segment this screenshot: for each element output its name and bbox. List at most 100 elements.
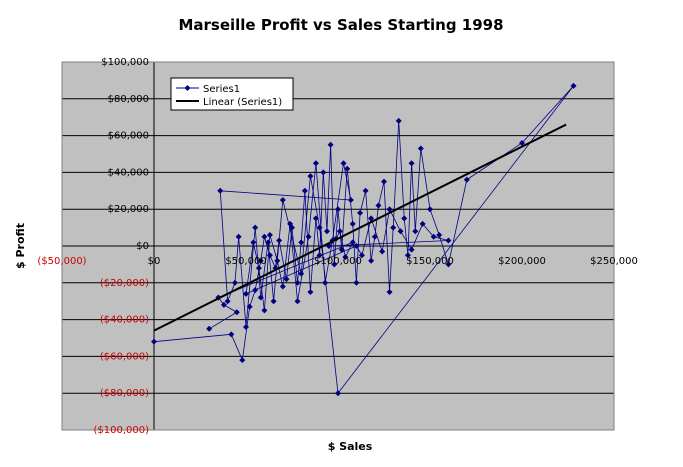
series1-point xyxy=(294,279,301,286)
series1-segment xyxy=(370,236,376,261)
series1-point xyxy=(368,215,375,222)
series1-segment xyxy=(208,311,238,330)
series1-point xyxy=(274,257,281,264)
series1-point xyxy=(349,239,356,246)
series1-segment xyxy=(411,163,416,232)
x-tick-label: $250,000 xyxy=(590,256,638,267)
series1-point xyxy=(224,298,231,305)
y-tick-label: ($80,000) xyxy=(100,388,149,399)
series1-point xyxy=(342,254,349,261)
series1-segment xyxy=(343,163,352,201)
series1-point xyxy=(381,178,387,185)
series1-point xyxy=(412,228,419,235)
plot-area-border xyxy=(61,61,615,431)
legend-trend-label: Linear (Series1) xyxy=(203,97,282,108)
series1-point xyxy=(379,248,386,255)
series1-segment xyxy=(411,223,424,250)
y-tick-label: ($100,000) xyxy=(93,425,149,436)
series1-point xyxy=(233,309,240,316)
series1-point xyxy=(445,261,452,268)
series1-segment xyxy=(324,240,333,283)
series1-point xyxy=(220,301,227,308)
y-tick-label: ($40,000) xyxy=(100,315,149,326)
series1-point xyxy=(279,197,286,203)
x-tick-labels: ($50,000) $0 $50,000 $100,000 $150,000 $200,0… xyxy=(37,256,637,267)
series1-segment xyxy=(223,304,237,313)
series1-point xyxy=(335,390,341,397)
series1-segment xyxy=(328,240,449,247)
series1-segment xyxy=(422,223,434,238)
series1-segment xyxy=(310,218,317,293)
series1-point xyxy=(265,239,272,246)
series1-segment xyxy=(326,144,332,232)
series1-point xyxy=(430,233,437,240)
x-tick-label: $150,000 xyxy=(406,256,454,267)
series1-segment xyxy=(238,236,247,327)
series1-point xyxy=(390,224,397,231)
series1-point xyxy=(235,233,242,240)
series1-segment xyxy=(269,234,278,261)
series1-point xyxy=(316,224,323,231)
series1-point xyxy=(279,283,286,290)
series1-point xyxy=(252,224,259,231)
series1-point xyxy=(331,261,338,268)
series1-segment xyxy=(389,227,394,293)
series1-segment xyxy=(260,236,265,261)
series1-segment xyxy=(282,199,302,274)
series1-point xyxy=(404,252,411,259)
legend-series1-marker xyxy=(184,85,191,91)
y-tick-label: ($20,000) xyxy=(100,278,149,289)
series1-segment xyxy=(322,172,328,232)
series1-point xyxy=(217,187,224,194)
series1-point xyxy=(417,145,424,152)
chart-title: Marseille Profit vs Sales Starting 1998 xyxy=(178,16,503,34)
series1-point xyxy=(316,252,323,259)
series1-point xyxy=(246,303,253,310)
series1-point xyxy=(570,82,577,89)
series1-point xyxy=(519,139,525,146)
series1-point xyxy=(294,298,301,305)
series1-point xyxy=(307,289,314,295)
series1-segment xyxy=(260,242,269,298)
series1-point xyxy=(266,252,273,259)
series1-point xyxy=(353,243,360,249)
series1-point xyxy=(344,165,351,172)
y-tick-label: $80,000 xyxy=(108,94,149,105)
series1-segment xyxy=(282,223,291,287)
series1-point xyxy=(436,231,443,238)
y-tick-label: $40,000 xyxy=(108,167,149,178)
series1-point xyxy=(386,289,393,295)
series1-point xyxy=(312,215,319,222)
series1-segment xyxy=(319,172,324,256)
series1-point xyxy=(371,233,378,240)
series1-point xyxy=(395,117,402,124)
series1-point xyxy=(357,209,364,216)
x-tick-label: $50,000 xyxy=(225,256,266,267)
series1-segment xyxy=(249,290,256,307)
series1-segment xyxy=(289,223,298,302)
series1-segment xyxy=(254,260,262,291)
series1-segment xyxy=(339,231,346,258)
y-tick-label: $60,000 xyxy=(108,131,149,142)
series1-point xyxy=(335,206,341,213)
series1-segment xyxy=(398,120,405,219)
series1-segment xyxy=(403,218,409,256)
x-tick-label: ($50,000) xyxy=(37,256,86,267)
series1-segment xyxy=(297,242,302,283)
series1-segment xyxy=(276,260,284,287)
series1-segment xyxy=(330,144,335,265)
series1-segment xyxy=(359,190,366,213)
series1-segment xyxy=(356,212,361,283)
series1-point xyxy=(340,160,347,167)
y-tick-label: $0 xyxy=(136,241,149,252)
series1-point xyxy=(305,233,312,240)
series1-segment xyxy=(414,148,422,232)
series1-point xyxy=(353,279,360,286)
series1-point xyxy=(257,294,264,301)
series1-point xyxy=(287,220,294,227)
series1-point xyxy=(231,279,238,286)
series1-point xyxy=(445,237,452,244)
series1-segment xyxy=(278,240,287,280)
series1-point xyxy=(270,298,277,305)
x-tick-label: $0 xyxy=(148,256,161,267)
